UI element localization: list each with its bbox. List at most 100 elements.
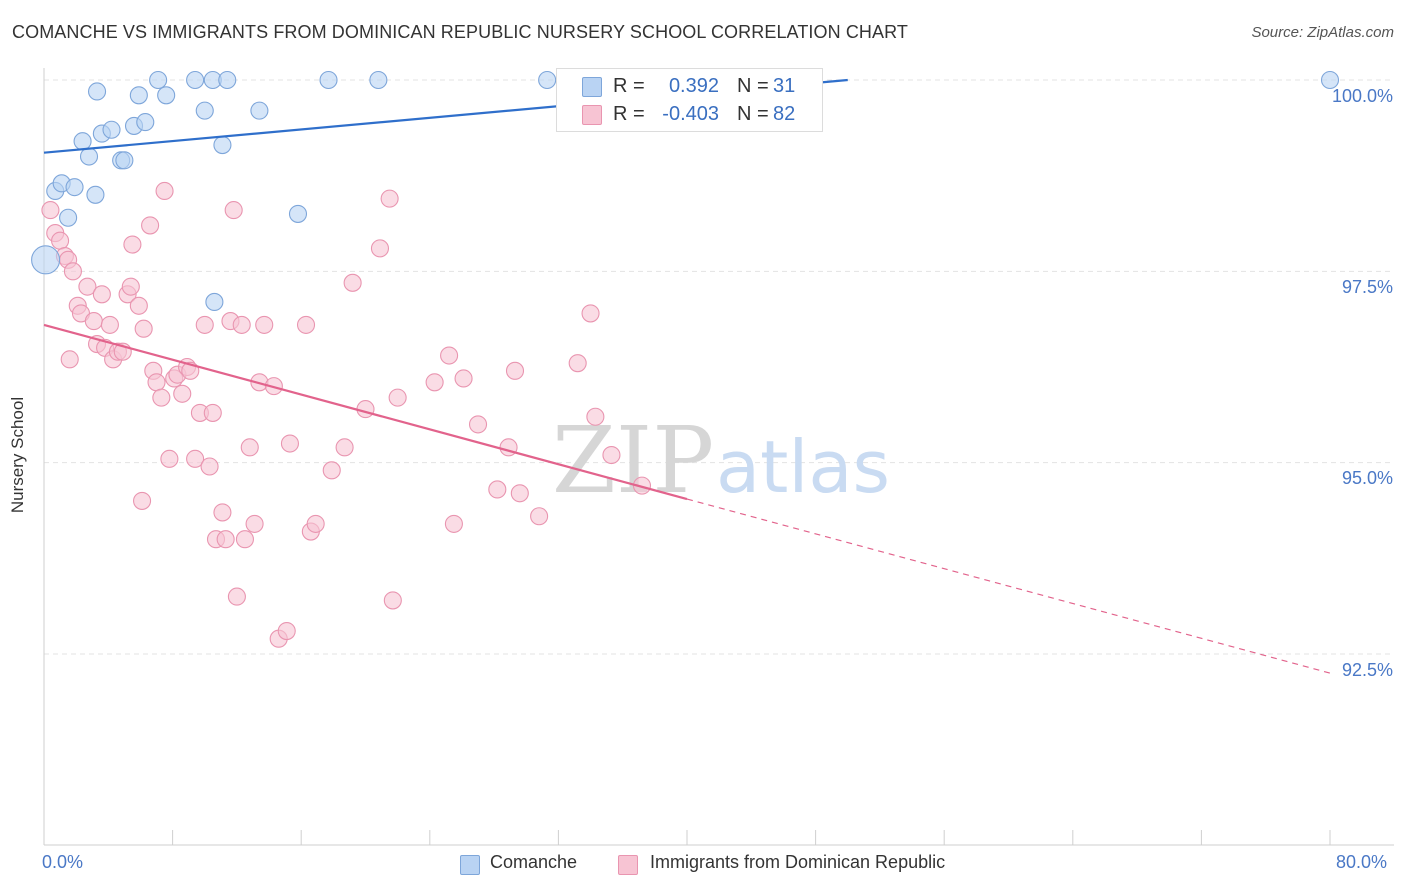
legend-n-value: 82 [773, 103, 796, 125]
blue-data-point [218, 70, 237, 90]
pink-data-point [586, 407, 605, 426]
pink-data-point [505, 361, 525, 380]
y-tick-label: 97.5% [1341, 277, 1393, 297]
pink-data-point [160, 449, 179, 468]
pink-data-point [343, 273, 362, 292]
pink-data-point [63, 262, 82, 281]
y-tick-label: 95.0% [1341, 468, 1393, 488]
blue-data-point [369, 70, 388, 90]
legend-n-label: N = [737, 75, 769, 97]
blue-data-point [250, 101, 269, 120]
pink-data-point [173, 384, 192, 403]
watermark-zip: ZIP [552, 407, 714, 514]
bottom-legend-dominican: Immigrants from Dominican Republic [650, 852, 946, 872]
pink-data-point [335, 438, 354, 457]
blue-data-point [319, 70, 338, 90]
blue-data-point [79, 147, 99, 166]
pink-data-point [227, 587, 246, 606]
pink-data-point [280, 434, 299, 453]
blue-data-point [213, 136, 232, 155]
blue-data-point [538, 70, 557, 90]
legend-r-label: R = [613, 103, 645, 125]
blue-data-point [73, 132, 92, 151]
pink-data-point [203, 403, 222, 422]
legend-n-value: 31 [773, 75, 796, 97]
gridlines [44, 79, 1394, 655]
blue-data-point [149, 70, 168, 90]
pink-series-points [41, 181, 652, 648]
pink-data-point [380, 189, 399, 208]
legend-r-value: 0.392 [668, 75, 719, 97]
bottom-legend-comanche: Comanche [490, 852, 578, 872]
pink-data-point [133, 491, 152, 510]
pink-data-point [444, 514, 463, 533]
chart-title: COMANCHE VS IMMIGRANTS FROM DOMINICAN RE… [12, 22, 908, 42]
watermark: ZIP atlas [552, 407, 890, 514]
stats-legend: R = 0.392 N = 31 R = -0.403 N = 82 [556, 68, 823, 132]
blue-series-points [31, 70, 1340, 311]
legend-r-value: -0.403 [662, 103, 719, 125]
pink-data-point [141, 216, 160, 235]
legend-swatch-pink [582, 105, 602, 125]
pink-data-point [306, 514, 325, 533]
dominican-trend-line-extension [686, 498, 1331, 674]
pink-data-point [425, 373, 444, 392]
pink-data-point [581, 304, 600, 323]
pink-data-point [255, 315, 274, 334]
pink-data-point [216, 530, 235, 549]
y-tick-label: 100.0% [1331, 86, 1393, 106]
pink-data-point [245, 514, 264, 533]
pink-data-point [84, 312, 103, 331]
pink-data-point [195, 315, 214, 334]
pink-data-point [123, 235, 142, 254]
dominican-trend-line [43, 323, 688, 501]
blue-data-point [157, 86, 176, 105]
pink-data-point [388, 388, 407, 407]
blue-data-point [195, 101, 214, 120]
y-axis-label: Nursery School [8, 396, 27, 514]
pink-data-point [155, 181, 174, 201]
pink-data-point [488, 480, 507, 499]
pink-data-point [454, 369, 473, 388]
blue-data-point [31, 245, 61, 275]
blue-data-point [1320, 70, 1340, 90]
blue-data-point [115, 151, 134, 170]
bottom-legend-swatch-blue [460, 855, 480, 875]
pink-data-point [134, 319, 153, 338]
blue-data-point [102, 120, 121, 139]
legend-n-label: N = [737, 103, 769, 125]
pink-data-point [147, 373, 166, 392]
blue-data-point [205, 292, 224, 311]
pink-data-point [440, 346, 459, 365]
blue-data-point [65, 178, 84, 197]
pink-data-point [232, 315, 251, 334]
blue-data-point [129, 86, 148, 105]
blue-data-point [288, 204, 308, 223]
pink-data-point [224, 201, 243, 220]
pink-data-point [240, 438, 259, 457]
pink-data-point [602, 445, 621, 465]
x-tick-label-min: 0.0% [42, 852, 84, 872]
blue-data-point [86, 185, 105, 204]
pink-data-point [383, 591, 402, 610]
pink-data-point [277, 621, 296, 641]
pink-data-point [60, 350, 79, 369]
pink-data-point [356, 400, 375, 419]
pink-data-point [213, 503, 232, 522]
pink-data-point [296, 315, 316, 334]
pink-data-point [152, 388, 171, 407]
blue-data-point [186, 70, 205, 90]
pink-data-point [41, 201, 60, 220]
blue-data-point [59, 208, 78, 227]
pink-data-point [51, 231, 70, 250]
source-label: Source: ZipAtlas.com [1251, 24, 1394, 41]
blue-data-point [87, 82, 107, 101]
pink-data-point [121, 277, 140, 296]
pink-data-point [186, 449, 205, 468]
pink-data-point [568, 354, 587, 373]
x-tick-label-max: 80.0% [1336, 852, 1388, 872]
pink-data-point [322, 461, 341, 480]
y-tick-label: 92.5% [1341, 660, 1393, 680]
pink-data-point [235, 530, 254, 549]
